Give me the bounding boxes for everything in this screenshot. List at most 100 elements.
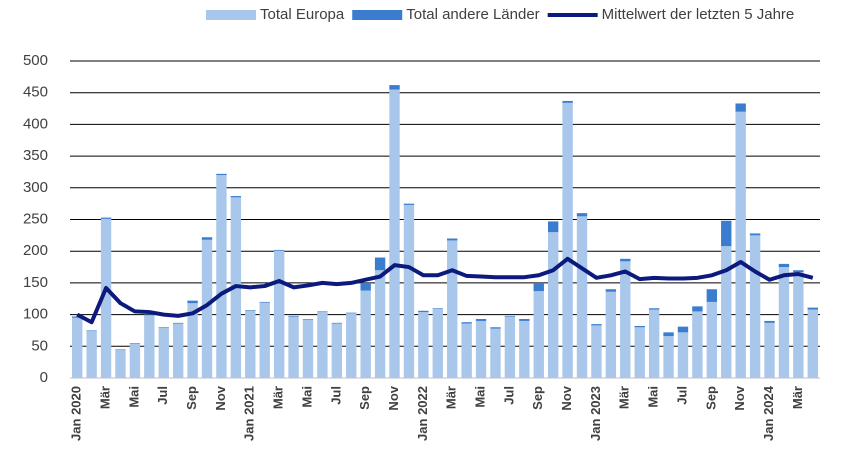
x-tick-label: Nov bbox=[559, 385, 574, 410]
bar bbox=[216, 173, 227, 176]
x-tick-label: Mai bbox=[646, 386, 661, 408]
y-tick-label: 450 bbox=[23, 84, 48, 101]
bar bbox=[692, 306, 703, 312]
bar bbox=[129, 343, 141, 344]
bar bbox=[620, 258, 631, 262]
bar bbox=[230, 196, 242, 198]
bar bbox=[432, 308, 443, 309]
y-tick-label: 100 bbox=[23, 306, 48, 323]
bar bbox=[100, 217, 112, 219]
y-tick-label: 350 bbox=[23, 147, 48, 164]
x-tick-label: Jan 2024 bbox=[761, 385, 776, 441]
bar bbox=[129, 343, 141, 378]
x-tick-label: Sep bbox=[357, 386, 372, 410]
bar bbox=[677, 326, 689, 333]
bar bbox=[605, 291, 617, 378]
legend-label: Total Europa bbox=[260, 6, 345, 23]
bar bbox=[331, 322, 343, 324]
y-tick-label: 50 bbox=[31, 337, 48, 354]
bar bbox=[634, 327, 645, 378]
legend-label: Total andere Länder bbox=[406, 6, 539, 23]
x-tick-label: Jan 2020 bbox=[69, 386, 84, 441]
bar bbox=[115, 349, 126, 351]
y-tick-label: 200 bbox=[23, 242, 48, 259]
bar bbox=[216, 175, 227, 378]
bar bbox=[374, 270, 386, 378]
bar bbox=[144, 314, 155, 316]
bar bbox=[475, 320, 487, 378]
x-tick-label: Mai bbox=[299, 386, 314, 408]
bar bbox=[735, 103, 746, 112]
bar bbox=[259, 302, 270, 378]
bar bbox=[533, 282, 544, 292]
x-tick-label: Mär bbox=[790, 386, 805, 409]
bar bbox=[245, 310, 256, 311]
x-tick-label: Jan 2022 bbox=[415, 386, 430, 441]
bar bbox=[447, 238, 458, 241]
bar bbox=[346, 312, 357, 314]
bar bbox=[418, 310, 429, 313]
bar bbox=[432, 308, 443, 378]
bar bbox=[331, 323, 343, 378]
y-tick-label: 0 bbox=[40, 369, 48, 386]
bar bbox=[547, 221, 559, 233]
bar bbox=[490, 327, 501, 329]
bar bbox=[721, 220, 732, 247]
bar bbox=[288, 316, 299, 378]
x-tick-label: Sep bbox=[530, 386, 545, 410]
x-tick-label: Mär bbox=[444, 386, 459, 409]
legend-label: Mittelwert der letzten 5 Jahre bbox=[602, 6, 795, 23]
bar bbox=[403, 203, 415, 205]
bar bbox=[562, 102, 573, 379]
x-tick-label: Jul bbox=[501, 386, 516, 405]
bar bbox=[807, 307, 818, 310]
bar bbox=[461, 322, 472, 324]
bar bbox=[648, 309, 660, 378]
bar bbox=[706, 289, 718, 302]
y-tick-label: 250 bbox=[23, 210, 48, 227]
bar bbox=[778, 263, 790, 268]
bar bbox=[721, 246, 732, 378]
bar bbox=[749, 233, 761, 236]
bar bbox=[677, 332, 689, 378]
y-tick-label: 300 bbox=[23, 179, 48, 196]
x-tick-label: Jul bbox=[674, 386, 689, 405]
y-tick-label: 400 bbox=[23, 115, 48, 132]
bar bbox=[302, 319, 314, 320]
bar bbox=[288, 315, 299, 317]
bar bbox=[576, 213, 588, 217]
bar bbox=[735, 111, 746, 378]
bar bbox=[475, 319, 487, 321]
bar bbox=[72, 317, 83, 378]
bar bbox=[245, 310, 256, 378]
bar bbox=[648, 308, 660, 310]
legend-swatch bbox=[206, 10, 256, 20]
bar bbox=[86, 331, 97, 378]
x-tick-label: Jul bbox=[328, 386, 343, 405]
bar bbox=[778, 267, 790, 378]
bar bbox=[504, 316, 516, 378]
bar bbox=[302, 319, 314, 378]
x-tick-label: Nov bbox=[213, 385, 228, 410]
bar bbox=[187, 303, 198, 378]
bar bbox=[403, 204, 415, 378]
bar bbox=[72, 316, 83, 318]
x-tick-label: Nov bbox=[386, 385, 401, 410]
bar bbox=[172, 323, 184, 378]
bar bbox=[547, 232, 559, 378]
legend-swatch bbox=[352, 10, 403, 20]
x-tick-label: Sep bbox=[703, 386, 718, 410]
bar bbox=[576, 216, 588, 378]
line bbox=[76, 256, 814, 325]
bar bbox=[273, 249, 285, 251]
bar bbox=[605, 289, 617, 292]
bar bbox=[793, 272, 804, 378]
bar bbox=[158, 327, 169, 328]
y-tick-label: 500 bbox=[23, 52, 48, 69]
bar bbox=[115, 350, 126, 378]
bar bbox=[533, 291, 544, 378]
bar bbox=[201, 239, 213, 378]
x-tick-label: Mär bbox=[271, 386, 286, 409]
bar bbox=[273, 250, 285, 378]
bar bbox=[100, 218, 112, 378]
